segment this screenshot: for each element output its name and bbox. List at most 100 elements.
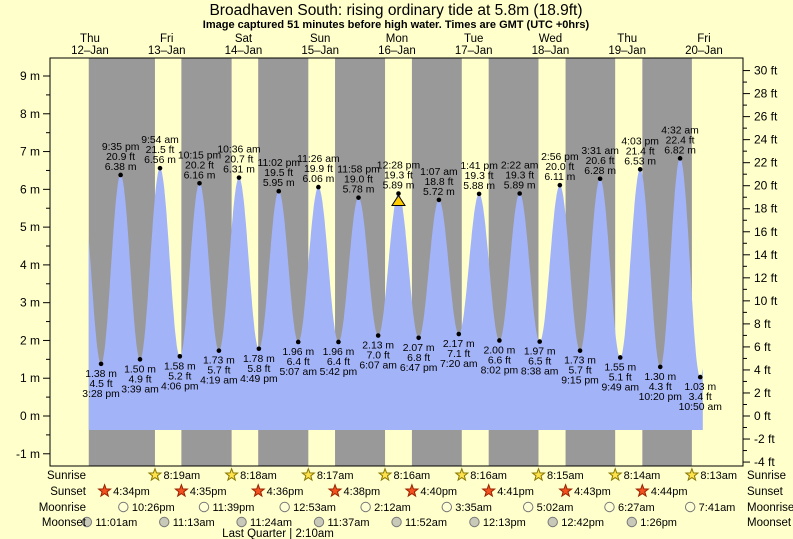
low-tide-annotation-line: 5:07 am	[279, 367, 317, 378]
moonset-time: 11:01am	[95, 517, 137, 529]
moonset-icon	[313, 516, 325, 528]
tide-area	[88, 158, 703, 430]
tide-extreme-dot	[396, 191, 401, 196]
low-tide-annotation-line: 8:02 pm	[481, 365, 519, 376]
moonset-icon	[236, 516, 247, 528]
sun-moon-rows-layer: 8:19am 8:18am 8:17am 8:16am 8:16am 8:15am 8:14…	[81, 467, 737, 529]
sunset-time: 4:43pm	[574, 486, 611, 498]
sunrise-time: 8:19am	[163, 470, 200, 482]
low-tide-annotation-line: 7:20 am	[440, 359, 478, 370]
sunset-time: 4:44pm	[651, 486, 688, 498]
y-axis-right-tick-label: 4 ft	[754, 363, 771, 377]
high-tide-annotation-line: 6.56 m	[144, 155, 176, 166]
sunrise-icon	[684, 467, 700, 482]
low-tide-annotation-line: 9:49 am	[601, 382, 639, 393]
low-tide-annotation-line: 2.07 m	[403, 343, 435, 354]
moonrise-time: 11:39pm	[212, 502, 254, 514]
y-axis-right-tick-label: 8 ft	[754, 317, 771, 331]
moonset-icon	[547, 516, 558, 528]
tide-extreme-dot	[637, 167, 643, 172]
sunrise-icon	[607, 467, 623, 482]
day-name-label: Tue	[464, 33, 483, 45]
low-tide-annotation-line: 1.58 m	[164, 361, 196, 372]
low-tide-annotation-line: 6.5 ft	[528, 357, 551, 368]
low-tide-annotation-line: 5.2 ft	[168, 371, 191, 382]
current-time-marker	[391, 194, 406, 206]
tide-extreme-dot	[356, 195, 361, 200]
y-axis-right-tick-label: 18 ft	[754, 202, 778, 216]
high-tide-annotation-line: 5.95 m	[263, 178, 295, 189]
high-tide-annotation-line: 11:58 pm	[337, 165, 380, 176]
low-tide-annotation-line: 1.73 m	[203, 356, 235, 367]
sunset-icon	[97, 483, 112, 498]
tide-extreme-dot	[697, 374, 703, 380]
tide-extreme-dot	[295, 339, 301, 345]
high-tide-annotation-line: 19.9 ft	[304, 164, 333, 175]
tide-extreme-dot	[577, 348, 583, 353]
high-tide-annotation-line: 21.4 ft	[626, 146, 655, 157]
y-axis-left-tick-label: 5 m	[20, 220, 40, 234]
tide-extreme-dot	[197, 180, 202, 186]
tide-extreme-dot	[375, 333, 381, 338]
high-tide-annotation-line: 5.89 m	[383, 180, 415, 191]
sunset-time: 4:41pm	[497, 486, 534, 498]
low-tide-annotation-line: 9:15 pm	[561, 376, 599, 387]
moonrise-icon	[198, 501, 210, 513]
day-name-label: Thu	[80, 33, 100, 45]
day-date-label: 15–Jan	[301, 45, 339, 57]
day-date-label: 18–Jan	[532, 45, 570, 57]
sunrise-time: 8:16am	[470, 470, 507, 482]
day-name-label: Sat	[235, 33, 253, 45]
y-axis-left-tick-label: 8 m	[20, 107, 40, 121]
day-date-label: 14–Jan	[225, 45, 263, 57]
low-tide-annotation-line: 1.50 m	[124, 364, 156, 375]
low-tide-annotation-line: 6:07 am	[359, 361, 397, 372]
chart-subtitle: Image captured 51 minutes before high wa…	[203, 19, 590, 31]
high-tide-annotation-line: 11:02 pm	[257, 158, 300, 169]
low-tide-annotation-line: 2.13 m	[362, 341, 394, 352]
high-tide-annotation-line: 6.82 m	[664, 145, 696, 156]
day-date-label: 12–Jan	[71, 45, 109, 57]
low-tide-annotation-line: 10:50 am	[679, 402, 722, 413]
high-tide-annotation-line: 2:56 pm	[541, 152, 579, 163]
tide-extreme-dot	[236, 175, 242, 180]
low-tide-annotation-line: 1.30 m	[644, 372, 676, 383]
y-axis-right-tick-label: -4 ft	[754, 455, 775, 469]
day-date-label: 20–Jan	[685, 45, 723, 57]
high-tide-annotation-line: 20.6 ft	[586, 156, 615, 167]
y-axis-right-tick-label: 0 ft	[754, 409, 771, 423]
day-date-label: 17–Jan	[455, 45, 493, 57]
sunrise-icon	[531, 467, 546, 482]
sunrise-time: 8:16am	[394, 470, 431, 482]
day-date-label: 16–Jan	[378, 45, 416, 57]
tide-extreme-dot	[476, 191, 482, 197]
low-tide-annotation-line: 4:06 pm	[161, 381, 199, 392]
low-tide-annotation-line: 5.7 ft	[207, 366, 230, 377]
high-tide-annotation-line: 19.3 ft	[465, 171, 494, 182]
sunset-icon	[481, 483, 497, 498]
low-tide-annotation-line: 3:28 pm	[82, 389, 120, 400]
y-axis-right-tick-label: 2 ft	[754, 386, 771, 400]
high-tide-annotation-line: 1:07 am	[420, 167, 458, 178]
chart-title: Broadhaven South: rising ordinary tide a…	[209, 2, 582, 19]
sunset-row-label-right: Sunset	[747, 486, 784, 498]
low-tide-annotation-line: 1.97 m	[524, 347, 556, 358]
sunset-icon	[174, 483, 189, 498]
y-axis-left-tick-label: 3 m	[20, 296, 40, 310]
day-name-label: Wed	[539, 33, 562, 45]
moonrise-time: 3:35am	[455, 502, 492, 514]
moonrise-icon	[684, 501, 696, 513]
high-tide-annotation-line: 10:15 pm	[178, 150, 221, 161]
sunrise-time: 8:15am	[547, 470, 584, 482]
sunset-time: 4:34pm	[113, 486, 150, 498]
tide-extreme-dot	[336, 339, 341, 345]
low-tide-annotation-line: 1.96 m	[282, 347, 314, 358]
moonset-time: 11:24am	[250, 517, 292, 529]
tide-extreme-dot	[497, 338, 502, 343]
sunrise-icon	[300, 467, 316, 482]
sunrise-icon	[377, 467, 393, 482]
high-tide-annotation-line: 18.8 ft	[424, 177, 453, 188]
tide-extreme-dot	[617, 355, 623, 360]
moonset-time: 11:37am	[328, 517, 370, 529]
y-axis-right-tick-label: 20 ft	[754, 179, 778, 193]
